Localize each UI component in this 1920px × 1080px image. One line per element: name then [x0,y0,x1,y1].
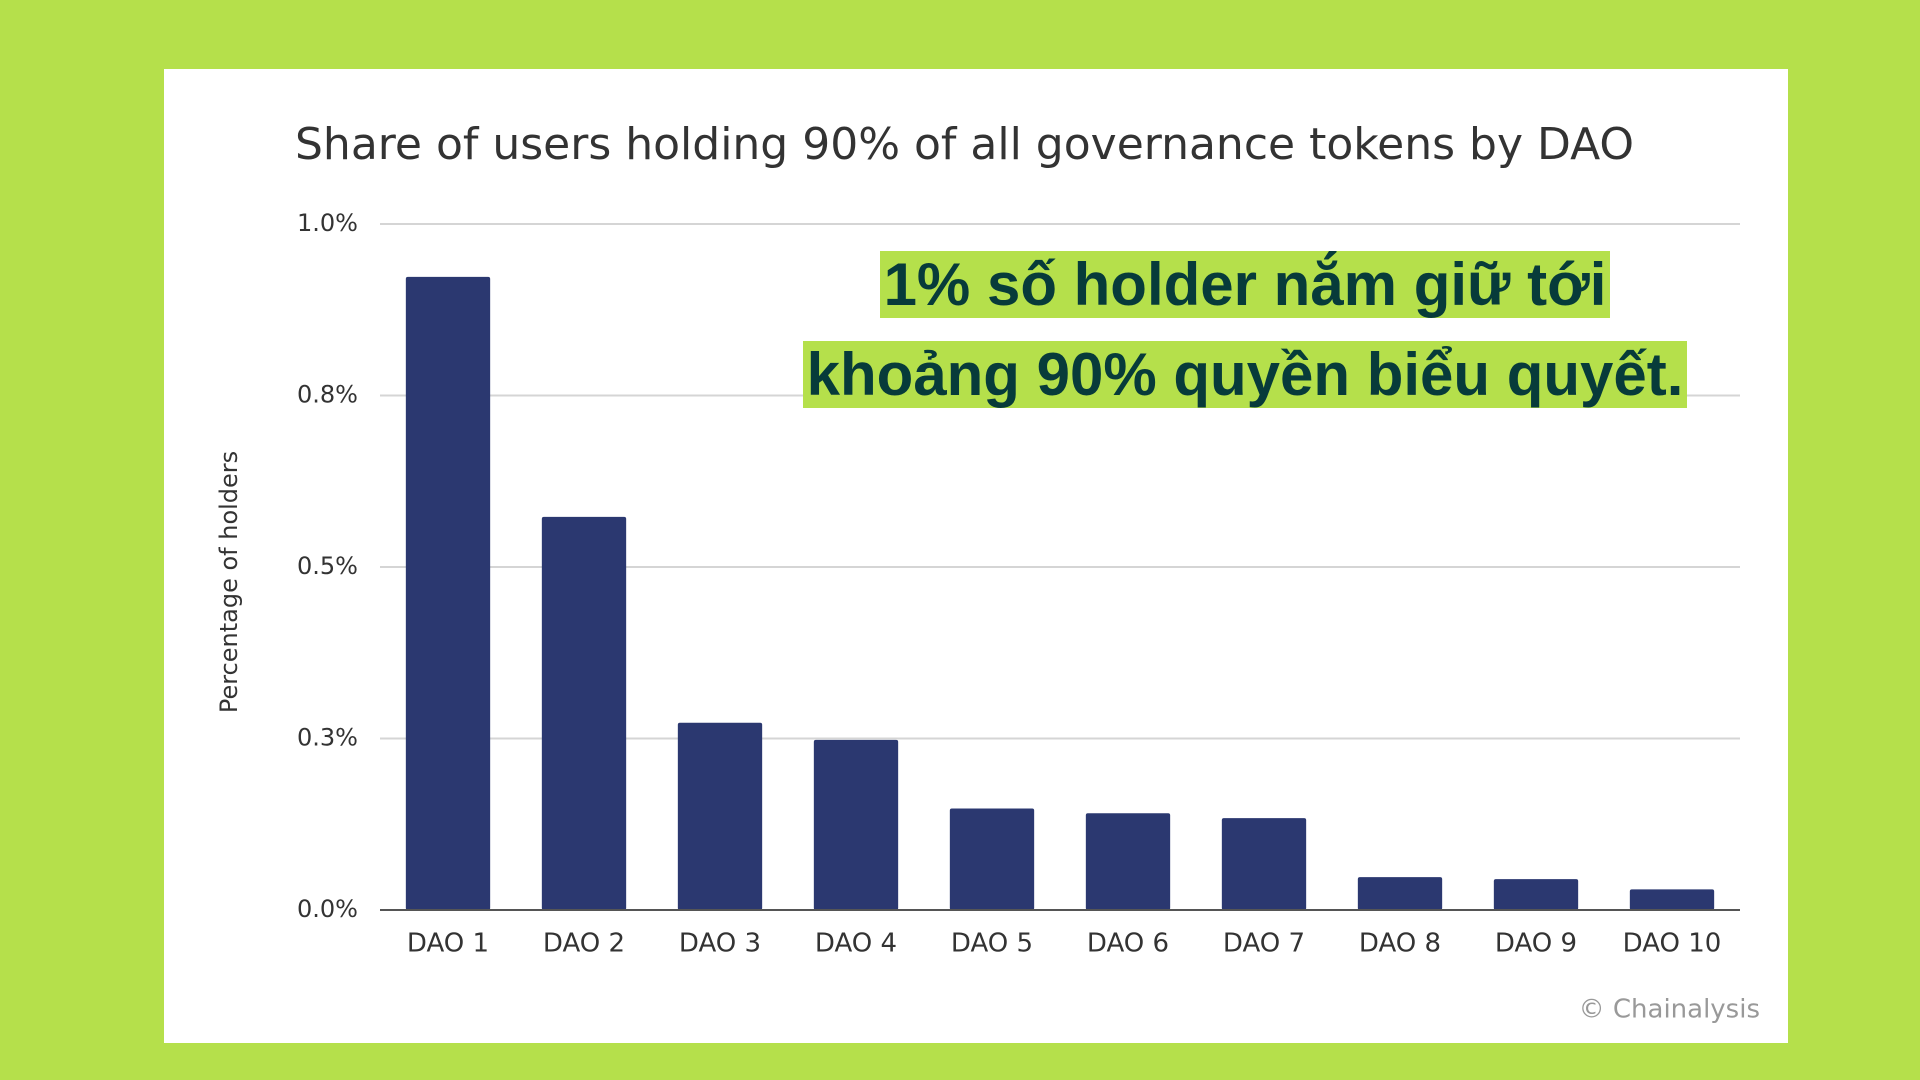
x-tick-label: DAO 6 [1087,929,1169,959]
bar [813,739,899,910]
annotation: 1% số holder nắm giữ tới khoảng 90% quyề… [745,240,1745,420]
x-tick-label: DAO 4 [815,929,897,959]
y-tick-label: 0.5% [297,552,358,580]
y-axis-label: Percentage of holders [215,451,243,713]
annotation-line: 1% số holder nắm giữ tới [879,251,1611,318]
annotation-line: khoảng 90% quyền biểu quyết. [802,341,1688,408]
bar [949,808,1035,910]
bar [405,276,491,910]
x-tick-label: DAO 9 [1495,929,1577,959]
bar [1221,818,1307,910]
bar [1629,889,1715,910]
y-tick-label: 0.8% [297,381,358,409]
bar [1085,813,1171,910]
bar [1493,879,1579,910]
x-tick-label: DAO 1 [407,929,489,959]
x-tick-label: DAO 7 [1223,929,1305,959]
bar [1357,877,1443,910]
x-tick-label: DAO 8 [1359,929,1441,959]
y-tick-label: 0.0% [297,895,358,923]
x-tick-label: DAO 2 [543,929,625,959]
chart-title: Share of users holding 90% of all govern… [295,119,1634,170]
bar [677,722,763,910]
x-tick-label: DAO 5 [951,929,1033,959]
source: © Chainalysis [1579,995,1760,1025]
y-tick-label: 0.3% [297,724,358,752]
x-tick-label: DAO 10 [1623,929,1722,959]
x-tick-label: DAO 3 [679,929,761,959]
y-tick-label: 1.0% [297,209,358,237]
bar [541,516,627,910]
